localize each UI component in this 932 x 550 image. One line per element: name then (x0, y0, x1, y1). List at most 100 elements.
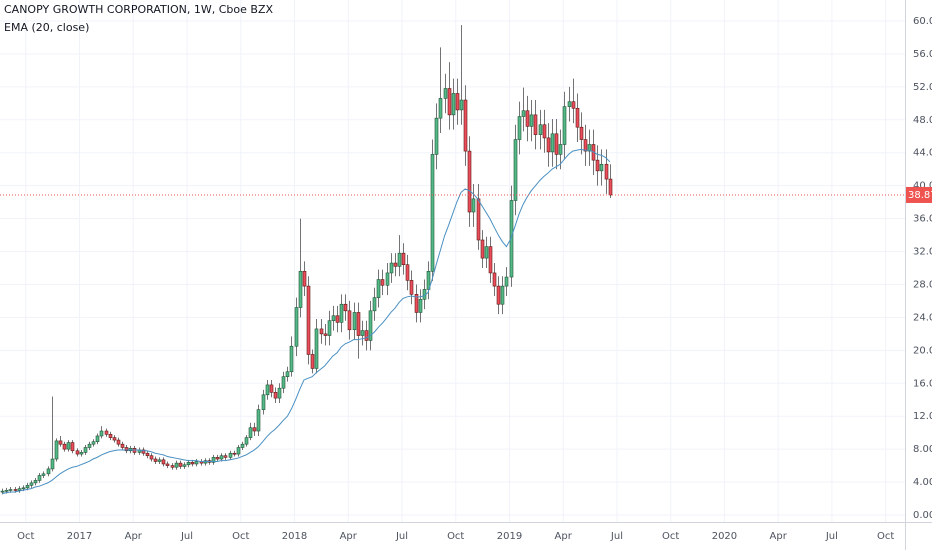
axes: 0.00 4.00 8.00 12.00 16.00 20.00 24.00 28.00 32.… (17, 16, 932, 542)
candle-body (306, 285, 311, 355)
candle-body (347, 310, 352, 331)
candle-body (447, 88, 452, 116)
candle-body (62, 443, 67, 450)
candle-body (87, 443, 92, 448)
candle-body (145, 452, 150, 457)
candle-body (178, 462, 183, 467)
indicator-label: EMA (20, close) (4, 21, 89, 34)
candle-body (488, 246, 493, 274)
y-tick-label: 12.00 (913, 411, 932, 422)
last-price-label: 38.87 (908, 190, 932, 201)
candle-body (99, 430, 104, 437)
y-tick-label: 16.00 (913, 378, 932, 389)
y-tick-label: 36.00 (913, 214, 932, 225)
candle-body (58, 440, 63, 445)
candle-body (504, 276, 509, 287)
candle-body (256, 409, 261, 432)
grid (0, 0, 905, 522)
candle-body (500, 285, 505, 305)
candle-body (599, 163, 604, 172)
x-tick-label: Jul (395, 531, 408, 542)
candle-body (21, 487, 26, 490)
x-tick-label: Oct (447, 531, 464, 542)
candle-body (46, 468, 51, 475)
candle-body (314, 328, 319, 369)
candle-body (190, 462, 195, 465)
x-tick-label: Apr (125, 531, 143, 542)
y-tick-label: 28.00 (913, 279, 932, 290)
candle-body (302, 270, 307, 287)
y-tick-label: 0.00 (913, 510, 932, 521)
candle-body (525, 110, 530, 127)
last-price-box (906, 186, 932, 203)
candle-body (595, 159, 600, 172)
candle-body (248, 427, 253, 438)
candle-body (112, 437, 117, 441)
candle-body (91, 441, 96, 445)
candle-body (157, 459, 162, 462)
candle-body (463, 99, 468, 152)
x-tick-label: 2019 (497, 531, 522, 542)
y-tick-label: 24.00 (913, 312, 932, 323)
candle-body (509, 200, 514, 278)
candle-body (335, 315, 340, 323)
candle-body (542, 124, 547, 139)
candle-body (372, 297, 377, 312)
candle-body (529, 114, 534, 127)
x-tick-label: Oct (877, 531, 894, 542)
candle-body (430, 154, 435, 272)
candle-body (215, 457, 220, 460)
x-tick-label: Jul (610, 531, 623, 542)
y-tick-label: 48.00 (913, 115, 932, 126)
candle-body (401, 252, 406, 266)
candle-body (438, 98, 443, 119)
candle-body (368, 310, 373, 341)
x-tick-label: Jul (825, 531, 838, 542)
candle-body (492, 272, 497, 287)
candle-body (50, 458, 55, 470)
candle-body (455, 93, 460, 111)
candle-body (467, 150, 472, 213)
y-tick-label: 52.00 (913, 82, 932, 93)
candle-body (277, 387, 282, 399)
x-tick-label: Oct (662, 531, 679, 542)
candle-body (83, 447, 88, 453)
y-tick-label: 44.00 (913, 148, 932, 159)
candle-body (244, 437, 249, 445)
y-tick-label: 56.00 (913, 49, 932, 60)
candle-body (451, 93, 456, 116)
candle-body (405, 264, 410, 281)
candle-body (104, 430, 109, 435)
y-tick-label: 4.00 (913, 477, 932, 488)
x-tick-label: 2020 (712, 531, 737, 542)
candle-body (567, 101, 572, 107)
candle-body (265, 384, 270, 396)
candle-body (261, 394, 266, 410)
candle-body (79, 452, 84, 455)
candle-body (414, 294, 419, 313)
candle-body (608, 178, 613, 196)
candle-body (116, 439, 121, 445)
candle-body (538, 124, 543, 135)
candle-body (364, 330, 369, 341)
candle-body (409, 280, 414, 295)
candle-body (360, 330, 365, 336)
candle-body (186, 462, 191, 466)
candle-body (521, 110, 526, 117)
candle-body (352, 312, 357, 331)
y-tick-label: 32.00 (913, 247, 932, 258)
candle-body (310, 354, 315, 369)
candle-body (182, 464, 187, 467)
candle-body (232, 452, 237, 455)
candle-body (459, 99, 464, 111)
candle-body (533, 114, 538, 135)
candle-body (174, 462, 179, 468)
candle-body (219, 455, 224, 460)
candle-body (496, 285, 501, 305)
candle-body (380, 279, 385, 286)
candle-body (331, 315, 336, 321)
candle-body (443, 88, 448, 99)
candle-body (356, 312, 361, 336)
candle-body (194, 461, 199, 465)
